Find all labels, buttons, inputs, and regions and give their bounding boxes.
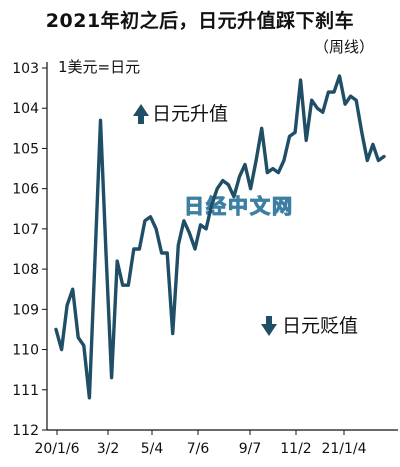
- x-tick-label: 20/1/6: [34, 441, 79, 457]
- x-tick-label: 11/2: [280, 441, 311, 457]
- x-axis-ticks: 20/1/6 3/2 5/4 7/6 9/7 11/2 21/1/4: [34, 430, 367, 457]
- y-tick-label: 105: [12, 141, 39, 157]
- unit-label: 1美元=日元: [58, 58, 140, 76]
- y-tick-label: 106: [12, 182, 39, 198]
- y-tick-label: 110: [12, 343, 39, 359]
- x-tick-label: 9/7: [239, 441, 262, 457]
- chart-title: 2021年初之后，日元升值踩下刹车: [45, 10, 355, 32]
- series-line: [54, 74, 386, 400]
- annotation-down: 日元贬值: [282, 315, 358, 337]
- y-axis-ticks: 103 104 105 106 107 108 109 110 111 112: [12, 61, 47, 439]
- arrow-down-icon: [261, 316, 277, 336]
- watermark-logo: 日经中文网: [184, 194, 294, 218]
- y-tick-label: 103: [12, 61, 39, 77]
- y-tick-label: 107: [12, 222, 39, 238]
- axes: [46, 62, 398, 431]
- y-tick-label: 109: [12, 302, 39, 318]
- y-tick-label: 104: [12, 101, 39, 117]
- annotation-up: 日元升值: [152, 103, 228, 125]
- y-tick-label: 108: [12, 262, 39, 278]
- arrow-up-icon: [133, 104, 149, 124]
- y-tick-label: 112: [12, 423, 39, 439]
- x-tick-label: 5/4: [141, 441, 164, 457]
- x-tick-label: 21/1/4: [321, 441, 366, 457]
- x-tick-label: 7/6: [187, 441, 210, 457]
- chart-subtitle: （周线）: [313, 38, 374, 56]
- x-tick-label: 3/2: [97, 441, 120, 457]
- y-tick-label: 111: [12, 383, 39, 399]
